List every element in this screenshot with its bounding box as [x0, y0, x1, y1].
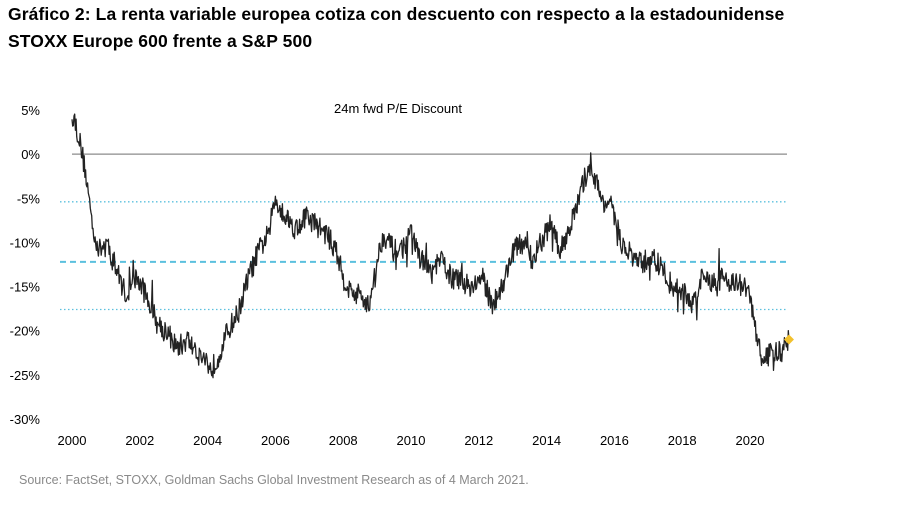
x-tick-label: 2018 — [668, 433, 697, 448]
source-note: Source: FactSet, STOXX, Goldman Sachs Gl… — [19, 473, 529, 487]
y-tick-label: -15% — [10, 280, 41, 295]
x-tick-label: 2016 — [600, 433, 629, 448]
x-tick-label: 2010 — [397, 433, 426, 448]
x-tick-label: 2014 — [532, 433, 561, 448]
y-tick-label: -25% — [10, 368, 41, 383]
x-tick-label: 2004 — [193, 433, 222, 448]
pe-discount-chart: 5% 0% -5% -10% -15% -20% -25% -30% 2000 2002 2004… — [10, 101, 794, 448]
x-tick-label: 2012 — [464, 433, 493, 448]
latest-point-marker — [783, 334, 794, 345]
x-tick-label: 2002 — [125, 433, 154, 448]
chart-title-line-2: STOXX Europe 600 frente a S&P 500 — [8, 31, 313, 51]
y-tick-label: -5% — [17, 191, 41, 206]
y-tick-label: -30% — [10, 412, 41, 427]
chart-inner-title: 24m fwd P/E Discount — [334, 101, 462, 116]
y-tick-label: -20% — [10, 324, 41, 339]
y-tick-label: -10% — [10, 235, 41, 250]
x-tick-label: 2000 — [58, 433, 87, 448]
y-tick-label: 0% — [21, 147, 40, 162]
x-tick-label: 2008 — [329, 433, 358, 448]
series-line-pe-discount — [71, 113, 790, 379]
x-tick-label: 2006 — [261, 433, 290, 448]
y-tick-label: 5% — [21, 103, 40, 118]
chart-title-line-1: Gráfico 2: La renta variable europea cot… — [8, 4, 785, 24]
x-tick-label: 2020 — [736, 433, 765, 448]
